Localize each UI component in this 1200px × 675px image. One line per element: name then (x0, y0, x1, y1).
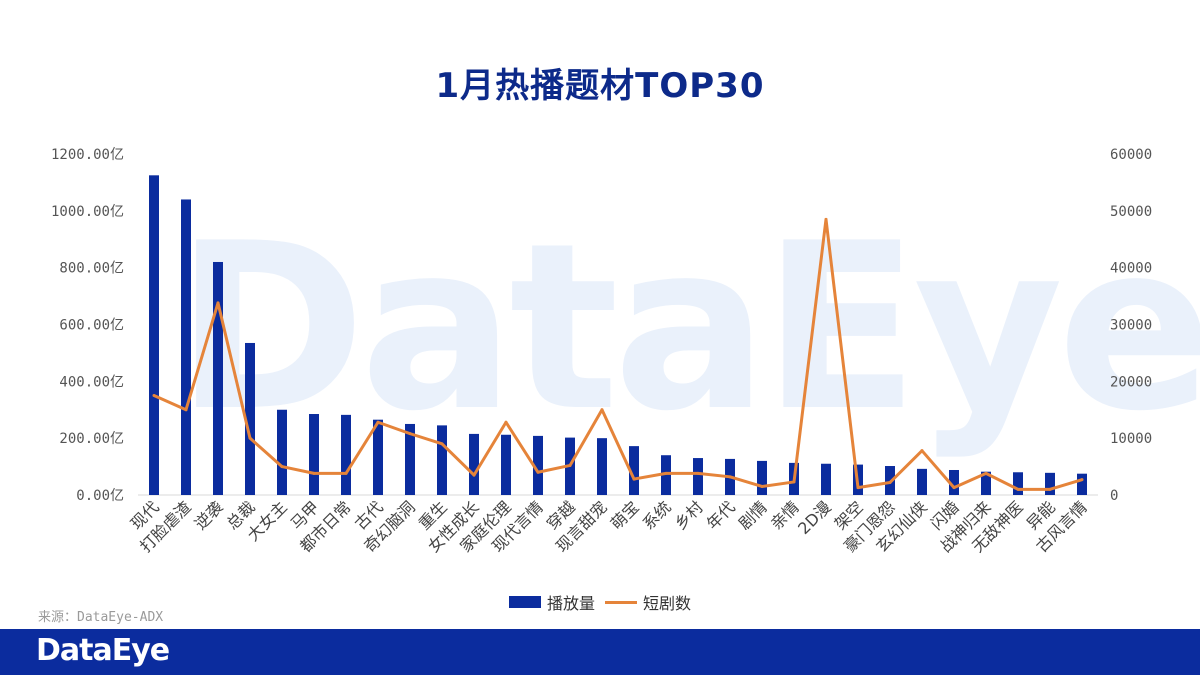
x-tick-label: 年代 (703, 497, 739, 533)
left-tick-label: 200.00亿 (59, 431, 124, 447)
line-point (472, 473, 476, 477)
bar (469, 433, 479, 495)
line-point (1048, 487, 1052, 491)
bar (821, 463, 831, 495)
line-point (760, 484, 764, 488)
right-tick-label: 10000 (1110, 431, 1152, 447)
legend: 播放量 短剧数 (0, 590, 1200, 614)
bar (597, 438, 607, 495)
bar (501, 434, 511, 495)
right-y-axis: 0 10000 20000 30000 40000 50000 60000 (1110, 147, 1152, 504)
x-tick-label: 逆袭 (191, 497, 227, 533)
line-point (216, 301, 220, 305)
bar (661, 455, 671, 495)
line-point (856, 486, 860, 490)
bar (757, 460, 767, 495)
line-point (792, 480, 796, 484)
line-point (536, 470, 540, 474)
line-point (312, 471, 316, 475)
line-point (1016, 487, 1020, 491)
line-point (600, 408, 604, 412)
left-tick-label: 600.00亿 (59, 318, 124, 334)
bar (245, 342, 255, 495)
line-point (408, 432, 412, 436)
line-point (248, 436, 252, 440)
bar (917, 468, 927, 495)
line-point (440, 442, 444, 446)
series-line (153, 217, 1083, 491)
bar (309, 414, 319, 495)
bar (981, 471, 991, 495)
right-tick-label: 60000 (1110, 147, 1152, 163)
right-tick-label: 30000 (1110, 318, 1152, 334)
line-point (920, 449, 924, 453)
right-tick-label: 40000 (1110, 261, 1152, 277)
line-point (376, 420, 380, 424)
x-tick-label: 系统 (639, 497, 675, 533)
bar (1013, 472, 1023, 495)
chart-title: 1月热播题材TOP30 (435, 66, 765, 106)
line-point (152, 394, 156, 398)
line-point (952, 486, 956, 490)
left-tick-label: 400.00亿 (59, 374, 124, 390)
line-point (728, 475, 732, 479)
legend-line-label: 短剧数 (643, 594, 692, 613)
line-point (664, 471, 668, 475)
right-tick-label: 0 (1110, 488, 1118, 504)
combo-chart: 0.00亿 200.00亿 400.00亿 600.00亿 800.00亿 1000.00… (51, 147, 1152, 556)
x-tick-label: 2D漫 (794, 497, 835, 538)
source-note: 来源：DataEye-ADX (38, 610, 164, 625)
bar (533, 435, 543, 495)
left-tick-label: 1200.00亿 (51, 147, 124, 163)
line-point (504, 420, 508, 424)
line-point (280, 465, 284, 469)
bar (629, 446, 639, 495)
line-point (696, 471, 700, 475)
left-tick-label: 800.00亿 (59, 261, 124, 277)
line-point (1080, 478, 1084, 482)
legend-bar-swatch (508, 596, 541, 608)
line-point (984, 471, 988, 475)
bar (149, 175, 159, 495)
line-point (888, 480, 892, 484)
line-point (344, 471, 348, 475)
legend-item-line: 短剧数 (605, 590, 691, 614)
legend-bar-label: 播放量 (546, 594, 595, 613)
footer-logo: DataEye (36, 633, 170, 668)
line-point (568, 463, 572, 467)
right-tick-label: 50000 (1110, 204, 1152, 220)
line-series (152, 217, 1084, 491)
bar (437, 425, 447, 495)
bar (277, 409, 287, 495)
bar (341, 414, 351, 495)
bar (405, 423, 415, 495)
legend-line-swatch (605, 600, 637, 604)
line-point (824, 217, 828, 221)
footer-bar: DataEye (0, 629, 1200, 675)
bar (213, 261, 223, 495)
bar (181, 199, 191, 495)
left-tick-label: 0.00亿 (76, 488, 124, 504)
x-tick-label: 萌宝 (607, 497, 643, 533)
left-y-axis: 0.00亿 200.00亿 400.00亿 600.00亿 800.00亿 1000.00… (51, 147, 124, 504)
line-point (184, 408, 188, 412)
right-tick-label: 20000 (1110, 374, 1152, 390)
bar (1045, 472, 1055, 495)
bar (1077, 473, 1087, 495)
x-tick-label: 乡村 (671, 497, 707, 533)
legend-item-bar: 播放量 (508, 590, 595, 614)
left-tick-label: 1000.00亿 (51, 204, 124, 220)
x-tick-label: 剧情 (735, 497, 771, 533)
x-axis-labels: 现代打脸虐渣逆袭总裁大女主马甲都市日常古代奇幻脑洞重生女性成长家庭伦理现代言情穿… (127, 497, 1091, 556)
line-point (632, 477, 636, 481)
bar (693, 458, 703, 495)
bar (949, 469, 959, 495)
bar (373, 419, 383, 495)
